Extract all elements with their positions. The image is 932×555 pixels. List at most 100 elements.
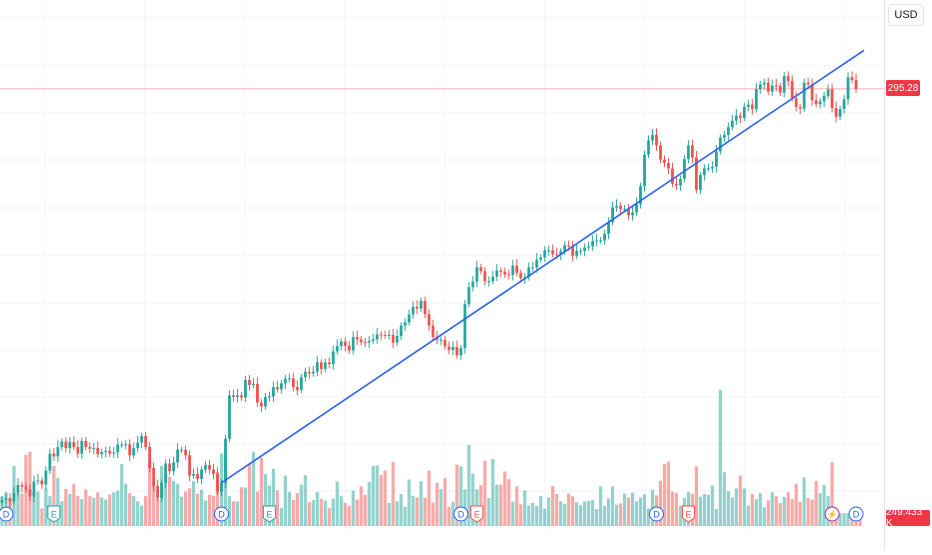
candle-body: [387, 334, 391, 336]
currency-button[interactable]: USD: [888, 4, 924, 26]
volume-bar: [339, 496, 343, 526]
volume-bar: [187, 488, 192, 526]
volume-bar: [786, 492, 790, 526]
dividend-marker-glyph: D: [653, 510, 660, 520]
candle-body: [479, 267, 483, 272]
volume-bar: [567, 493, 571, 526]
candle-body: [40, 480, 44, 485]
volume-bar: [706, 494, 710, 526]
volume-bar: [136, 501, 140, 526]
volume-bar: [68, 494, 72, 526]
candle-body: [104, 450, 108, 452]
volume-bar: [96, 492, 100, 526]
volume-bar: [323, 500, 327, 526]
volume-bar: [132, 496, 136, 526]
candle-body: [236, 395, 239, 398]
candle-body: [240, 395, 243, 398]
volume-bar: [722, 472, 726, 526]
candle-body: [499, 270, 503, 272]
candle-body: [675, 183, 678, 186]
volume-bar: [511, 501, 515, 526]
volume-bar: [638, 497, 643, 526]
candle-body: [683, 159, 686, 179]
volume-bar: [383, 470, 387, 526]
volume-bar: [411, 495, 415, 526]
volume-bar: [730, 497, 734, 526]
volume-bar: [112, 492, 116, 526]
candle-body: [192, 473, 195, 476]
candle-body: [355, 337, 359, 340]
candle-body: [56, 447, 60, 457]
volume-bar: [467, 444, 471, 526]
candle-body: [487, 281, 491, 283]
candle-body: [72, 442, 76, 448]
volume-bar: [782, 497, 786, 526]
volume-bar: [694, 466, 698, 526]
candle-body: [315, 362, 319, 372]
candle-body: [814, 100, 818, 105]
volume-bar: [140, 505, 144, 526]
volume-bar: [523, 490, 527, 526]
volume-bar: [20, 493, 24, 526]
volume-bar: [351, 490, 355, 526]
volume-bar: [614, 504, 619, 526]
volume-bar: [255, 491, 260, 526]
volume-bar: [275, 490, 279, 526]
volume-bar: [243, 487, 248, 526]
volume-bar: [16, 492, 20, 526]
candle-body: [16, 484, 20, 493]
volume-bar: [539, 496, 543, 526]
volume-bar: [774, 496, 778, 526]
volume-bar: [806, 497, 810, 526]
volume-bar: [403, 506, 407, 526]
volume-bar: [603, 505, 607, 526]
volume-bar: [168, 476, 172, 526]
candle-body: [220, 482, 223, 492]
volume-bar: [842, 513, 846, 526]
dividend-marker: [213, 506, 229, 522]
volume-bar: [515, 486, 519, 526]
volume-bar: [607, 498, 611, 526]
volume-bar: [555, 494, 559, 526]
candle-body: [363, 342, 367, 344]
volume-bar: [295, 493, 299, 526]
volume-bar: [487, 497, 491, 526]
volume-bar: [495, 484, 499, 526]
candle-body: [263, 397, 267, 407]
volume-bar: [758, 493, 762, 526]
volume-bar: [754, 499, 758, 526]
candle-body: [275, 387, 279, 390]
candle-body: [826, 89, 830, 96]
volume-bar: [331, 498, 335, 526]
candle-body: [196, 473, 199, 479]
volume-bar: [195, 493, 200, 526]
candle-body: [132, 448, 136, 456]
volume-bar: [367, 482, 371, 526]
candle-body: [535, 259, 539, 268]
volume-bar: [60, 501, 64, 526]
volume-bar: [259, 457, 263, 526]
dividend-marker: [453, 506, 469, 522]
volume-bar: [359, 486, 363, 526]
volume-bar: [419, 481, 423, 526]
candle-body: [515, 265, 519, 273]
candle-body: [144, 436, 148, 448]
candle-body: [32, 481, 36, 497]
candle-body: [507, 274, 511, 276]
candle-body: [718, 137, 722, 152]
candle-body: [415, 306, 419, 309]
volume-bar: [156, 499, 160, 526]
candle-body: [8, 498, 12, 502]
volume-bar: [355, 499, 359, 526]
volume-bar: [595, 508, 599, 526]
volume-bar: [427, 470, 431, 526]
candle-body: [591, 240, 595, 247]
dividend-marker: [648, 506, 664, 522]
candle-body: [627, 209, 630, 216]
volume-bar: [738, 475, 742, 526]
volume-bar: [519, 504, 523, 526]
candle-body: [822, 95, 826, 102]
volume-bar: [750, 494, 754, 526]
